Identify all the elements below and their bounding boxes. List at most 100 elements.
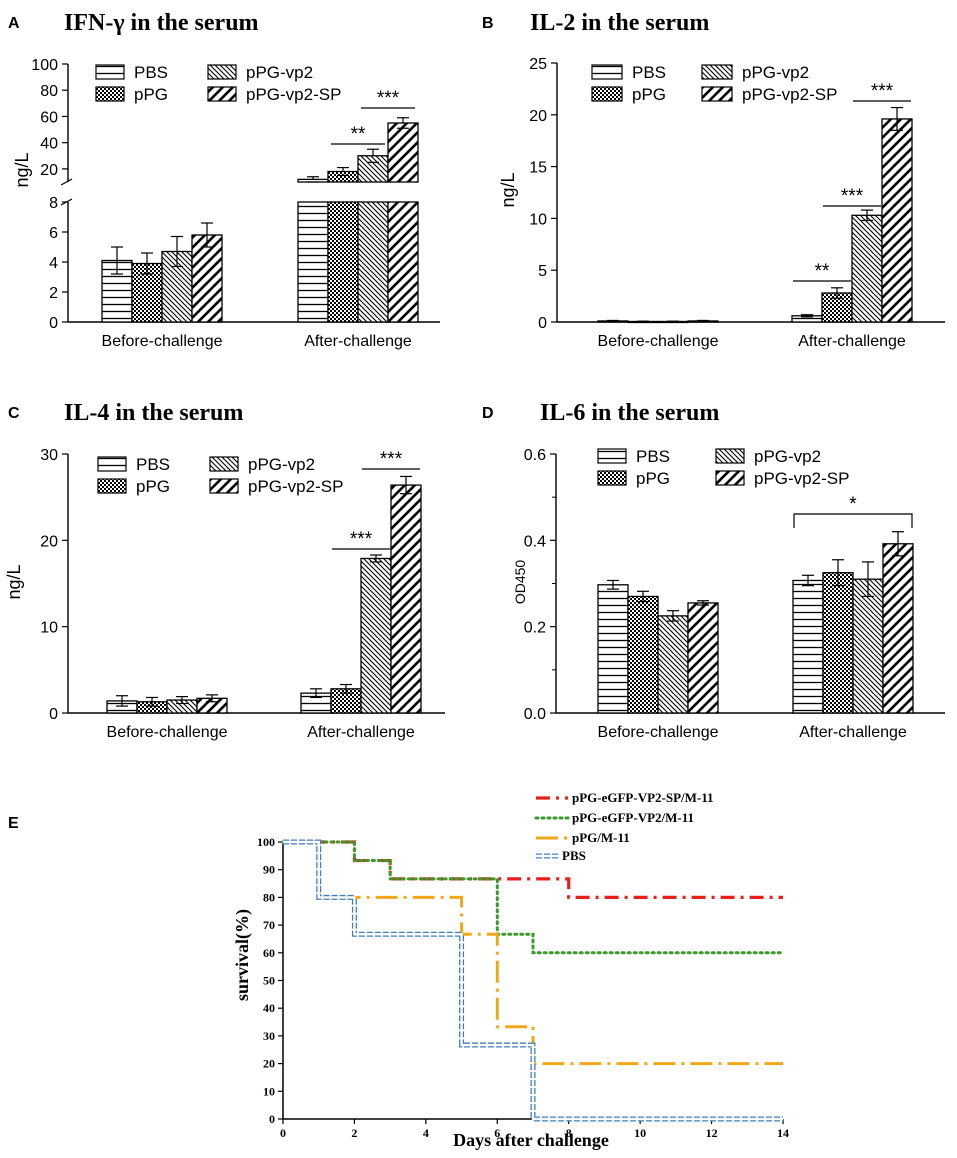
axis-break-mark	[60, 178, 73, 186]
bar-pPG-vp2-After-challenge	[357, 155, 389, 183]
legend-label: pPG-vp2-SP	[246, 85, 341, 104]
panel-e-ylabel: survival(%)	[232, 909, 253, 1001]
significance-stars: **	[351, 124, 366, 145]
legend-swatch	[209, 456, 239, 472]
bar-pPG-vp2-SP-After-challenge	[881, 118, 913, 323]
y-tick-label: 30	[263, 1029, 275, 1043]
legend-swatch	[597, 470, 627, 486]
legend-swatch	[207, 86, 237, 102]
panel-a-ylabel: ng/L	[12, 152, 32, 187]
axis-break-mark	[60, 198, 73, 206]
y-tick-label: 40	[263, 1001, 275, 1015]
x-tick-label: 8	[566, 1126, 572, 1140]
panel-a-plot: 0 2 4 6 8 20 40 60 80 100 Before-challenge After-ch…	[31, 57, 440, 350]
legend-swatch	[701, 86, 733, 102]
panel-c-il4: C IL-4 in the serum ng/L 0 10 20 30 Before-c…	[4, 400, 445, 741]
legend-swatch	[701, 64, 733, 80]
legend-swatch	[591, 64, 623, 80]
legend-swatch	[207, 64, 237, 80]
panel-b-title: IL-2 in the serum	[530, 10, 709, 36]
legend-swatch	[715, 448, 745, 464]
legend-label: pPG/M-11	[572, 830, 630, 845]
x-tick-label: 6	[494, 1126, 500, 1140]
y-tick-label: 60	[40, 109, 58, 126]
bar-pPG-vp2-After-challenge	[852, 578, 884, 714]
x-tick-label: After-challenge	[799, 724, 907, 741]
panel-d-plot: 0.0 0.2 0.4 0.6 Before-challenge After-challe…	[524, 447, 945, 741]
x-tick-label: Before-challenge	[598, 724, 719, 741]
y-tick-label: 15	[529, 160, 547, 177]
y-tick-label: 40	[40, 136, 58, 153]
panel-c-plot: 0 10 20 30 Before-challenge After-challenge PB…	[40, 447, 445, 741]
panel-d-il6: D IL-6 in the serum OD450 0.0 0.2 0.4 0.6 Be…	[482, 400, 945, 741]
significance-stars: ***	[380, 449, 403, 470]
bar-pPG-vp2-SP-Before-challenge	[191, 234, 223, 323]
legend-label: pPG	[632, 85, 666, 104]
y-tick-label: 60	[263, 946, 275, 960]
panel-b-ylabel: ng/L	[498, 172, 518, 207]
legend-swatch	[97, 456, 127, 472]
legend-label: pPG	[136, 477, 170, 496]
legend-label: PBS	[632, 63, 666, 82]
panel-e-survival: E Days after challenge survival(%) 0 2 4 6 8…	[8, 790, 789, 1150]
bar-PBS-After-challenge-lower	[297, 201, 329, 323]
significance-stars: ***	[350, 529, 373, 550]
bar-pPG-vp2-SP-Before-challenge	[687, 602, 719, 714]
bar-pPG-Before-challenge	[627, 595, 659, 714]
panel-c-title: IL-4 in the serum	[64, 400, 243, 426]
y-tick-label: 80	[263, 890, 275, 904]
y-tick-label: 10	[263, 1084, 275, 1098]
legend-label: pPG-vp2	[248, 455, 315, 474]
y-tick-label: 70	[263, 918, 275, 932]
y-tick-label: 0.6	[524, 447, 546, 464]
y-tick-label: 2	[49, 285, 58, 302]
x-tick-label: Before-challenge	[107, 724, 228, 741]
panel-d-ylabel: OD450	[512, 560, 528, 605]
bar-pPG-vp2-SP-After-challenge	[387, 122, 419, 183]
x-tick-label: Before-challenge	[598, 333, 719, 350]
x-tick-label: 2	[351, 1126, 357, 1140]
panel-b-il2: B IL-2 in the serum ng/L 0 5 10 15 20 25 Befor…	[482, 10, 945, 350]
y-tick-label: 8	[49, 195, 58, 212]
y-tick-label: 30	[40, 447, 58, 464]
legend-swatch	[209, 478, 239, 494]
bar-pPG-After-challenge	[822, 572, 854, 714]
legend-swatch	[97, 478, 127, 494]
panel-letter-c: C	[8, 405, 20, 422]
legend-swatch	[591, 86, 623, 102]
x-tick-label: 0	[280, 1126, 286, 1140]
y-tick-label: 0.0	[524, 706, 546, 723]
y-tick-label: 90	[263, 863, 275, 877]
y-tick-label: 20	[40, 162, 58, 179]
y-tick-label: 0.2	[524, 620, 546, 637]
x-tick-label: 10	[634, 1126, 646, 1140]
x-tick-label: After-challenge	[307, 724, 415, 741]
y-tick-label: 4	[49, 255, 58, 272]
significance-bracket	[793, 513, 913, 528]
bar-pPG-After-challenge-lower	[327, 201, 359, 323]
y-tick-label: 80	[40, 83, 58, 100]
bar-pPG-vp2-SP-After-challenge-lower	[387, 201, 419, 323]
panel-e-xlabel: Days after challenge	[453, 1130, 609, 1150]
bar-pPG-After-challenge	[327, 170, 359, 183]
y-tick-label: 50	[263, 974, 275, 988]
bar-pPG-vp2-After-challenge	[851, 214, 883, 323]
panel-a-title: IFN-γ in the serum	[64, 10, 259, 36]
bar-pPG-vp2-After-challenge-lower	[357, 201, 389, 323]
y-tick-label: 20	[263, 1057, 275, 1071]
y-tick-label: 10	[40, 620, 58, 637]
survival-line-ppg-egfp-vp2-m-11	[281, 840, 785, 955]
y-tick-label: 0.4	[524, 533, 546, 550]
significance-stars: ***	[841, 186, 864, 207]
x-tick-label: Before-challenge	[102, 333, 223, 350]
legend-label: pPG-vp2-SP	[742, 85, 837, 104]
bar-pPG-vp2-After-challenge	[360, 557, 392, 714]
legend-label: PBS	[636, 447, 670, 466]
y-tick-label: 10	[529, 211, 547, 228]
legend-label: pPG-vp2	[246, 63, 313, 82]
legend-label: pPG-vp2	[754, 447, 821, 466]
bar-pPG-vp2-SP-After-challenge	[882, 543, 914, 714]
legend-swatch	[715, 470, 745, 486]
panel-letter-d: D	[482, 405, 494, 422]
